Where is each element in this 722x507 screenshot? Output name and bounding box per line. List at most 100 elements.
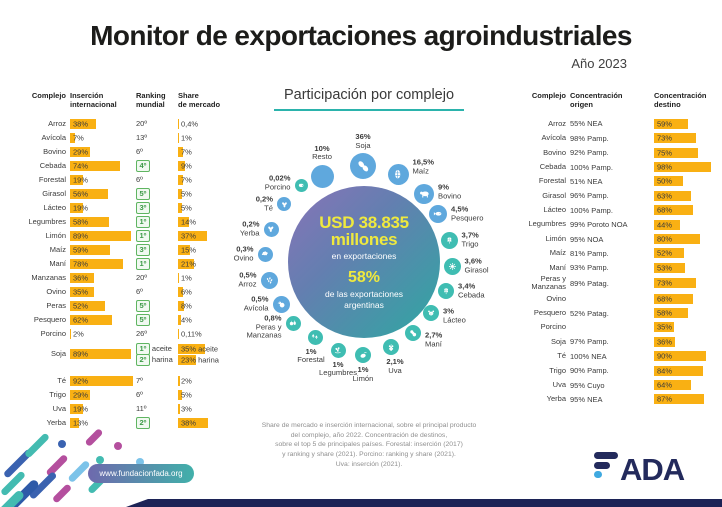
share-bar bbox=[178, 202, 182, 213]
share-value: 21% bbox=[181, 259, 197, 269]
column-header: Complejo bbox=[31, 91, 66, 100]
table-row: Legumbres 58% 1º 14% bbox=[22, 215, 236, 229]
table-row: Limón 95% NOA 80% bbox=[518, 232, 718, 246]
share-cell: 1% bbox=[178, 132, 236, 143]
insercion-cell: 7% bbox=[70, 132, 132, 143]
share-bar bbox=[178, 403, 181, 414]
segment-pct: 3,6% bbox=[464, 256, 482, 266]
ranking-suffix: aceite bbox=[151, 344, 172, 354]
destino-value: 80% bbox=[657, 234, 673, 244]
segment-pct: 0,5% bbox=[239, 270, 257, 280]
origen-value: 51% NEA bbox=[570, 176, 603, 186]
share-cell: 5% bbox=[178, 389, 236, 400]
ranking-cell: 3º bbox=[136, 201, 174, 214]
ranking-cell: 1º bbox=[136, 215, 174, 228]
table-row: Uva 95% Cuyo 64% bbox=[518, 378, 718, 392]
destino-bar bbox=[654, 351, 707, 362]
table-row: Porcino 35% bbox=[518, 320, 718, 334]
right-table-header: Complejo Concentración origen Concentrac… bbox=[518, 91, 718, 110]
ranking-value: 11º bbox=[136, 404, 147, 414]
complejo-label: Té bbox=[557, 351, 566, 361]
insercion-bar bbox=[70, 244, 111, 255]
segment-pct: 9% bbox=[438, 182, 449, 192]
insercion-bar bbox=[70, 174, 83, 185]
complejo-label: Uva bbox=[52, 403, 66, 413]
chicken-icon bbox=[273, 296, 290, 313]
soybean-icon bbox=[350, 153, 376, 179]
segment-name: Porcino bbox=[264, 182, 291, 191]
destino-bar bbox=[654, 162, 711, 173]
complejo-label: Cebada bbox=[39, 160, 66, 170]
ranking-value: 1º bbox=[136, 257, 150, 270]
destino-bar bbox=[654, 336, 675, 347]
complejo-label: Lácteo bbox=[43, 202, 66, 212]
insercion-cell: 19% bbox=[70, 202, 132, 213]
share-value: 37% bbox=[181, 231, 197, 241]
website-button[interactable]: www.fundacionfada.org bbox=[88, 464, 194, 483]
destino-cell: 80% bbox=[654, 234, 716, 244]
table-row: Arroz 38% 20º 0,4% bbox=[22, 117, 236, 131]
destino-value: 63% bbox=[657, 191, 673, 201]
insercion-bar bbox=[70, 417, 79, 428]
complejo-label: Trigo bbox=[549, 365, 566, 375]
destino-value: 50% bbox=[657, 176, 673, 186]
complejo-label: Yerba bbox=[46, 417, 66, 427]
table-row: Bovino 29% 6º 7% bbox=[22, 145, 236, 159]
share-value: 38% bbox=[181, 418, 197, 428]
share-value: 23% harina bbox=[181, 355, 219, 365]
destino-value: 98% bbox=[657, 162, 673, 172]
insercion-cell: 19% bbox=[70, 174, 132, 185]
complejo-label: Arroz bbox=[548, 118, 566, 128]
share-value: 8% bbox=[181, 301, 192, 311]
origen-value: 97% Pamp. bbox=[570, 337, 609, 347]
bubble-lacteo bbox=[423, 305, 439, 321]
origen-value: 100% Pamp. bbox=[570, 205, 613, 215]
fada-f-mark-icon bbox=[594, 452, 618, 478]
segment-label-uva: 2,1% Uva bbox=[386, 357, 403, 375]
destino-cell: 52% bbox=[654, 248, 716, 259]
insercion-cell: 62% bbox=[70, 314, 132, 325]
complejo-label: Bovino bbox=[43, 146, 66, 156]
insercion-bar bbox=[70, 286, 94, 297]
share-cell: 0,4% bbox=[178, 118, 236, 129]
destino-bar bbox=[654, 133, 697, 144]
ranking-cell: 26º bbox=[136, 328, 174, 339]
origen-value: 95% Cuyo bbox=[570, 380, 605, 390]
insercion-cell: 36% bbox=[70, 272, 132, 283]
insercion-bar bbox=[70, 314, 113, 325]
ranking-value: 1º bbox=[136, 342, 150, 355]
share-bar bbox=[178, 354, 196, 365]
insercion-cell: 13% bbox=[70, 417, 132, 428]
complejo-label: Avícola bbox=[541, 133, 566, 143]
insercion-value: 78% bbox=[73, 259, 89, 269]
share-value: 1% bbox=[181, 133, 192, 143]
page-title: Monitor de exportaciones agroindustriale… bbox=[90, 20, 632, 51]
ranking-value: 3º bbox=[136, 243, 150, 256]
destino-value: 52% bbox=[657, 248, 673, 258]
ranking-value: 6º bbox=[136, 287, 143, 297]
complejo-label: Pesquero bbox=[533, 307, 566, 317]
insercion-bar bbox=[70, 272, 95, 283]
table-row: Forestal 51% NEA 50% bbox=[518, 174, 718, 188]
destino-bar bbox=[654, 248, 685, 259]
segment-label-porcino: 0,02% Porcino bbox=[264, 174, 291, 192]
segment-name: Forestal bbox=[297, 355, 325, 364]
ranking-value: 20º bbox=[136, 119, 148, 129]
origen-value: 55% NEA bbox=[570, 119, 603, 129]
ranking-value: 5º bbox=[136, 187, 150, 200]
segment-label-trigo: 3,7% Trigo bbox=[462, 231, 479, 249]
segment-name: Pesquero bbox=[451, 213, 484, 222]
destino-cell: 36% bbox=[654, 336, 716, 347]
insercion-value: 2% bbox=[73, 329, 84, 339]
segment-label-mani: 2,7% Maní bbox=[425, 331, 442, 349]
destino-value: 58% bbox=[657, 308, 673, 318]
segment-label-arroz: 0,5% Arroz bbox=[238, 270, 257, 289]
share-cell: 1% bbox=[178, 272, 236, 283]
column-header: Concentración origen bbox=[570, 91, 623, 109]
segment-name: Legumbres bbox=[319, 368, 357, 377]
insercion-value: 89% bbox=[73, 231, 89, 241]
insercion-value: 62% bbox=[73, 315, 89, 325]
complejo-label: Lácteo bbox=[543, 205, 566, 215]
insercion-cell: 89% bbox=[70, 349, 132, 360]
table-row: Manzanas 36% 20º 1% bbox=[22, 271, 236, 285]
